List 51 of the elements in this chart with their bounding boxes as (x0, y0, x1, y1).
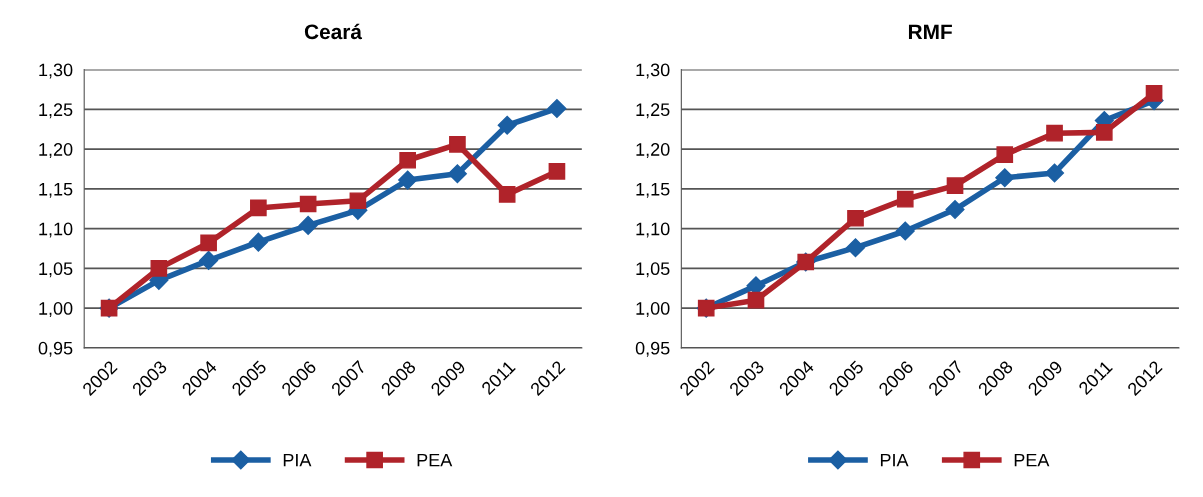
legend-label: PIA (283, 453, 312, 467)
point (996, 146, 1014, 164)
chart-title: Ceará (304, 23, 363, 40)
point (945, 200, 965, 220)
legend-label: PEA (417, 453, 453, 467)
point (547, 99, 567, 119)
y-tick-label: 1,20 (636, 143, 670, 158)
y-tick-label: 1,00 (636, 302, 670, 317)
point (497, 115, 517, 135)
point (399, 151, 416, 169)
y-tick-label: 1,10 (636, 222, 670, 238)
y-tick-label: 0,95 (635, 341, 670, 357)
point (498, 186, 516, 203)
point (845, 238, 866, 258)
point (995, 168, 1015, 188)
point (1095, 124, 1113, 141)
y-tick-label: 1,00 (39, 302, 73, 317)
point (747, 291, 765, 309)
chart-title: RMF (908, 24, 952, 40)
point (1145, 85, 1163, 102)
point (200, 234, 217, 252)
point (150, 260, 168, 277)
y-tick-label: 1,15 (39, 182, 73, 198)
point (349, 192, 367, 210)
y-tick-label: 1,20 (39, 143, 73, 158)
y-tick-label: 1,30 (636, 63, 670, 79)
y-tick-label: 1,10 (39, 222, 73, 238)
y-tick-label: 1,30 (39, 63, 73, 79)
y-tick-label: 1,05 (39, 262, 73, 278)
point (548, 163, 566, 180)
y-tick-label: 1,15 (636, 182, 670, 198)
point (1045, 163, 1065, 183)
legend-label: PIA (880, 453, 909, 467)
point (250, 199, 267, 217)
point (299, 195, 317, 213)
legend-label: PEA (1014, 453, 1050, 467)
y-tick-label: 0,95 (38, 341, 73, 357)
y-tick-label: 1,05 (636, 262, 670, 278)
point (449, 135, 466, 153)
point (248, 232, 268, 252)
point (895, 221, 915, 241)
point (1046, 124, 1063, 142)
point (946, 177, 964, 195)
point (847, 209, 864, 227)
point (896, 190, 914, 208)
point (199, 250, 219, 270)
point (398, 170, 418, 190)
point (298, 215, 318, 235)
y-tick-label: 1,25 (636, 103, 670, 119)
y-tick-label: 1,25 (39, 103, 73, 119)
point (447, 164, 467, 184)
